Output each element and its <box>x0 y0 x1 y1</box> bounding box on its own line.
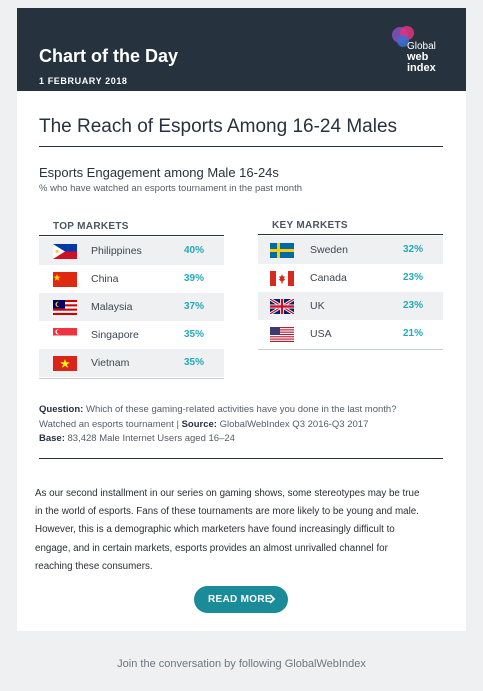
key-markets-heading: KEY MARKETS <box>272 220 348 231</box>
base-label: Base: <box>39 433 65 444</box>
country-value: 23% <box>403 272 424 283</box>
footnote-base-line: Base: 83,428 Male Internet Users aged 16… <box>39 432 443 447</box>
top-markets-bottom-rule <box>39 378 224 379</box>
country-value: 39% <box>184 273 205 284</box>
vietnam-flag-icon <box>53 356 77 371</box>
uk-flag-icon <box>270 299 294 314</box>
logo-text-global: Global <box>407 41 436 52</box>
usa-flag-icon <box>270 327 294 342</box>
china-flag-icon <box>53 272 77 287</box>
country-name: Vietnam <box>91 357 130 369</box>
country-value: 37% <box>184 301 205 312</box>
country-name: Malaysia <box>91 301 133 313</box>
top-markets-heading: TOP MARKETS <box>53 221 129 232</box>
logo-mark-icon <box>392 26 414 47</box>
table-row: USA 21% <box>258 320 443 348</box>
table-row: China 39% <box>39 265 224 293</box>
country-name: USA <box>310 328 332 340</box>
source-label: Source: <box>181 418 217 430</box>
key-markets-rule <box>258 234 443 235</box>
country-name: UK <box>310 300 325 312</box>
body-line: However, this is a demographic which mar… <box>35 524 395 536</box>
sweden-flag-icon <box>270 243 294 258</box>
singapore-flag-icon <box>53 328 77 343</box>
base-text: 83,428 Male Internet Users aged 16–24 <box>64 433 235 444</box>
body-line: in the world of esports. Fans of these t… <box>35 506 419 518</box>
country-name: China <box>91 273 119 285</box>
footnote: Question: Which of these gaming-related … <box>39 403 443 447</box>
logo-text-web: web <box>407 51 429 63</box>
body-line: reaching these consumers. <box>35 560 153 572</box>
title-divider <box>39 146 443 147</box>
table-row: Canada 23% <box>258 264 443 292</box>
globalwebindex-logo[interactable]: Global web index <box>387 24 451 84</box>
question-label: Question: <box>39 404 84 415</box>
body-line: As our second installment in our series … <box>35 488 420 499</box>
table-row: Malaysia 37% <box>39 293 224 321</box>
read-more-button[interactable]: READ MORE <box>194 586 288 613</box>
country-name: Canada <box>310 272 347 284</box>
body-line: engage, and in certain markets, esports … <box>35 542 388 554</box>
country-name: Philippines <box>91 245 142 257</box>
chart-note: % who have watched an esports tournament… <box>39 183 302 194</box>
header-banner: Chart of the Day 1 FEBRUARY 2018 Global … <box>17 8 466 91</box>
top-markets-rule <box>39 235 224 236</box>
source-text: GlobalWebIndex Q3 2016-Q3 2017 <box>216 418 369 430</box>
country-value: 32% <box>403 244 424 255</box>
country-name: Singapore <box>91 329 139 341</box>
header-date: 1 FEBRUARY 2018 <box>39 76 128 86</box>
country-value: 21% <box>403 328 424 339</box>
question-text: Which of these gaming-related activities… <box>83 404 397 415</box>
header-title: Chart of the Day <box>39 46 179 66</box>
country-value: 35% <box>184 357 205 368</box>
country-name: Sweden <box>310 244 348 256</box>
malaysia-flag-icon <box>53 300 77 315</box>
country-value: 35% <box>184 329 205 340</box>
question-text-continued: Watched an esports tournament | <box>39 418 182 430</box>
footnote-question-line: Question: Which of these gaming-related … <box>39 403 443 418</box>
page-title: The Reach of Esports Among 16-24 Males <box>39 116 398 137</box>
country-value: 40% <box>184 245 205 256</box>
philippines-flag-icon <box>53 244 77 259</box>
key-markets-bottom-rule <box>258 349 443 350</box>
footer-text: Join the conversation by following Globa… <box>117 658 366 670</box>
table-row: Philippines 40% <box>39 237 224 265</box>
footnote-source-line: Watched an esports tournament | Source: … <box>39 418 443 433</box>
read-more-label: READ MORE <box>208 594 272 605</box>
footnote-divider <box>39 458 443 459</box>
table-row: Sweden 32% <box>258 236 443 264</box>
chevron-right-icon <box>269 594 276 604</box>
logo-text-index: index <box>407 62 436 74</box>
chart-subtitle: Esports Engagement among Male 16-24s <box>39 165 279 180</box>
table-row: Singapore 35% <box>39 321 224 349</box>
table-row: Vietnam 35% <box>39 349 224 377</box>
content-card: The Reach of Esports Among 16-24 Males E… <box>17 91 466 631</box>
country-value: 23% <box>403 300 424 311</box>
table-row: UK 23% <box>258 292 443 320</box>
body-paragraph: As our second installment in our series … <box>35 485 455 576</box>
canada-flag-icon <box>270 271 294 286</box>
